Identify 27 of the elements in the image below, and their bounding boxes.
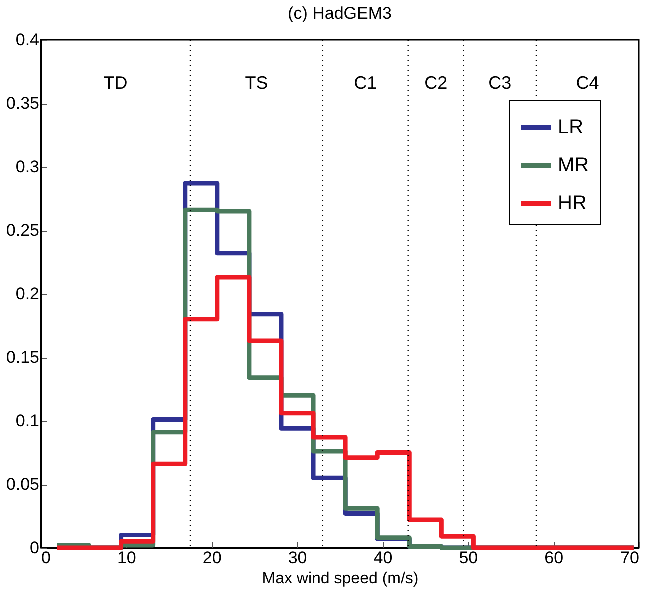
x-tick-label: 40 [374, 548, 393, 568]
x-tick-label: 30 [288, 548, 308, 568]
legend-label: LR [558, 116, 584, 138]
annotation: C3 [488, 73, 512, 93]
y-tick-label: 0.35 [6, 94, 40, 113]
y-tick-label: 0.15 [6, 348, 40, 367]
y-tick-label: 0.1 [16, 412, 40, 430]
y-tick-label: 0.05 [6, 475, 40, 494]
x-tick-label: 50 [459, 548, 478, 568]
x-tick-label: 70 [620, 548, 640, 568]
x-tick-label: 10 [117, 548, 136, 568]
legend-label: HR [558, 192, 587, 214]
y-tick-label: 0.3 [16, 158, 40, 176]
annotation: C1 [354, 73, 378, 93]
x-tick-label: 20 [202, 548, 222, 568]
annotation: TS [245, 73, 268, 93]
annotation: TD [104, 73, 128, 93]
legend-label: MR [558, 154, 590, 176]
chart-title: (c) HadGEM3 [288, 4, 392, 23]
y-tick-label: 0.4 [16, 30, 40, 50]
y-tick-label: 0.2 [16, 284, 40, 304]
x-tick-label: 0 [42, 548, 51, 568]
x-tick-label: 60 [544, 548, 564, 568]
annotation: C4 [576, 73, 600, 93]
y-tick-label: 0.25 [6, 221, 40, 240]
annotation: C2 [424, 73, 448, 93]
x-axis-title: Max wind speed (m/s) [262, 570, 419, 588]
